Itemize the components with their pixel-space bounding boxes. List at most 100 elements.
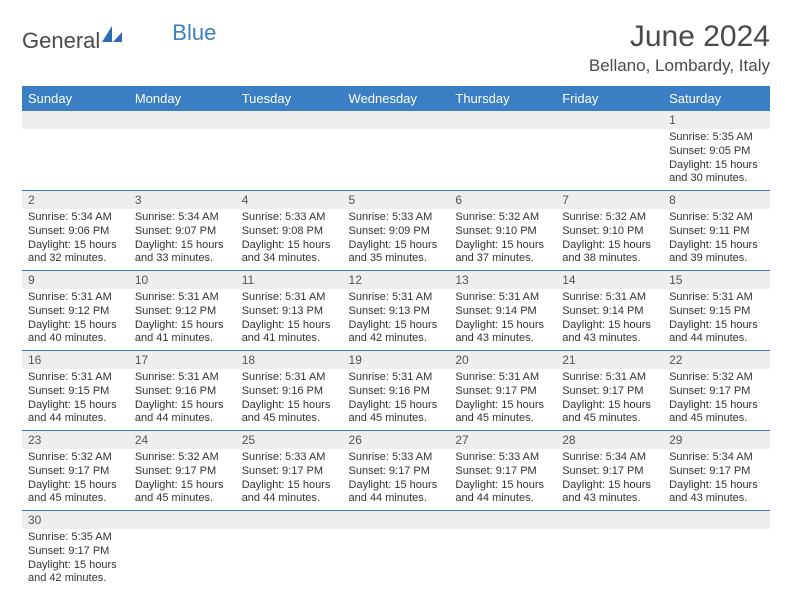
logo-text-blue: Blue — [172, 20, 216, 46]
calendar-day-cell: 1Sunrise: 5:35 AMSunset: 9:05 PMDaylight… — [663, 111, 770, 191]
day-number: 19 — [343, 351, 450, 369]
calendar-day-cell: 28Sunrise: 5:34 AMSunset: 9:17 PMDayligh… — [556, 431, 663, 511]
day-number: 8 — [663, 191, 770, 209]
day-number: 11 — [236, 271, 343, 289]
day-data: Sunrise: 5:31 AMSunset: 9:12 PMDaylight:… — [129, 289, 236, 350]
day-number — [22, 111, 129, 129]
calendar-table: SundayMondayTuesdayWednesdayThursdayFrid… — [22, 86, 770, 590]
day-data: Sunrise: 5:31 AMSunset: 9:12 PMDaylight:… — [22, 289, 129, 350]
day-number: 26 — [343, 431, 450, 449]
day-number: 23 — [22, 431, 129, 449]
day-number: 18 — [236, 351, 343, 369]
day-number: 4 — [236, 191, 343, 209]
day-data: Sunrise: 5:31 AMSunset: 9:13 PMDaylight:… — [343, 289, 450, 350]
day-data: Sunrise: 5:32 AMSunset: 9:17 PMDaylight:… — [22, 449, 129, 510]
calendar-day-cell — [556, 111, 663, 191]
day-data: Sunrise: 5:31 AMSunset: 9:14 PMDaylight:… — [449, 289, 556, 350]
calendar-day-cell — [449, 111, 556, 191]
calendar-day-cell: 20Sunrise: 5:31 AMSunset: 9:17 PMDayligh… — [449, 351, 556, 431]
day-number — [556, 111, 663, 129]
day-number — [343, 111, 450, 129]
calendar-day-cell: 30Sunrise: 5:35 AMSunset: 9:17 PMDayligh… — [22, 511, 129, 591]
calendar-day-cell: 2Sunrise: 5:34 AMSunset: 9:06 PMDaylight… — [22, 191, 129, 271]
calendar-week-row: 2Sunrise: 5:34 AMSunset: 9:06 PMDaylight… — [22, 191, 770, 271]
weekday-header: Friday — [556, 86, 663, 111]
day-data: Sunrise: 5:33 AMSunset: 9:17 PMDaylight:… — [236, 449, 343, 510]
day-number: 1 — [663, 111, 770, 129]
calendar-day-cell: 17Sunrise: 5:31 AMSunset: 9:16 PMDayligh… — [129, 351, 236, 431]
logo-text-general: General — [22, 28, 100, 54]
calendar-day-cell — [129, 511, 236, 591]
calendar-day-cell: 3Sunrise: 5:34 AMSunset: 9:07 PMDaylight… — [129, 191, 236, 271]
calendar-day-cell: 26Sunrise: 5:33 AMSunset: 9:17 PMDayligh… — [343, 431, 450, 511]
day-number — [663, 511, 770, 529]
day-number: 2 — [22, 191, 129, 209]
day-number — [449, 511, 556, 529]
calendar-day-cell: 11Sunrise: 5:31 AMSunset: 9:13 PMDayligh… — [236, 271, 343, 351]
day-data: Sunrise: 5:32 AMSunset: 9:17 PMDaylight:… — [663, 369, 770, 430]
calendar-day-cell — [236, 511, 343, 591]
calendar-day-cell: 18Sunrise: 5:31 AMSunset: 9:16 PMDayligh… — [236, 351, 343, 431]
calendar-week-row: 9Sunrise: 5:31 AMSunset: 9:12 PMDaylight… — [22, 271, 770, 351]
day-number: 29 — [663, 431, 770, 449]
day-number — [556, 511, 663, 529]
day-data: Sunrise: 5:31 AMSunset: 9:17 PMDaylight:… — [556, 369, 663, 430]
day-number — [343, 511, 450, 529]
day-number: 28 — [556, 431, 663, 449]
sail-icon — [102, 26, 124, 49]
location: Bellano, Lombardy, Italy — [589, 56, 770, 76]
calendar-day-cell: 25Sunrise: 5:33 AMSunset: 9:17 PMDayligh… — [236, 431, 343, 511]
calendar-week-row: 23Sunrise: 5:32 AMSunset: 9:17 PMDayligh… — [22, 431, 770, 511]
calendar-day-cell — [556, 511, 663, 591]
day-data: Sunrise: 5:35 AMSunset: 9:17 PMDaylight:… — [22, 529, 129, 590]
calendar-day-cell: 4Sunrise: 5:33 AMSunset: 9:08 PMDaylight… — [236, 191, 343, 271]
weekday-header-row: SundayMondayTuesdayWednesdayThursdayFrid… — [22, 86, 770, 111]
calendar-day-cell: 12Sunrise: 5:31 AMSunset: 9:13 PMDayligh… — [343, 271, 450, 351]
calendar-day-cell — [343, 511, 450, 591]
calendar-day-cell: 29Sunrise: 5:34 AMSunset: 9:17 PMDayligh… — [663, 431, 770, 511]
day-number: 7 — [556, 191, 663, 209]
day-data: Sunrise: 5:32 AMSunset: 9:17 PMDaylight:… — [129, 449, 236, 510]
calendar-day-cell: 22Sunrise: 5:32 AMSunset: 9:17 PMDayligh… — [663, 351, 770, 431]
day-number — [129, 511, 236, 529]
day-number: 15 — [663, 271, 770, 289]
calendar-week-row: 1Sunrise: 5:35 AMSunset: 9:05 PMDaylight… — [22, 111, 770, 191]
day-data: Sunrise: 5:31 AMSunset: 9:14 PMDaylight:… — [556, 289, 663, 350]
day-data: Sunrise: 5:34 AMSunset: 9:17 PMDaylight:… — [556, 449, 663, 510]
day-number: 24 — [129, 431, 236, 449]
title-block: June 2024 Bellano, Lombardy, Italy — [589, 20, 770, 76]
day-number: 3 — [129, 191, 236, 209]
day-number: 27 — [449, 431, 556, 449]
calendar-day-cell: 15Sunrise: 5:31 AMSunset: 9:15 PMDayligh… — [663, 271, 770, 351]
calendar-day-cell — [22, 111, 129, 191]
calendar-day-cell: 24Sunrise: 5:32 AMSunset: 9:17 PMDayligh… — [129, 431, 236, 511]
calendar-day-cell — [343, 111, 450, 191]
day-number: 12 — [343, 271, 450, 289]
calendar-day-cell: 27Sunrise: 5:33 AMSunset: 9:17 PMDayligh… — [449, 431, 556, 511]
day-number: 6 — [449, 191, 556, 209]
day-data: Sunrise: 5:31 AMSunset: 9:15 PMDaylight:… — [663, 289, 770, 350]
day-number: 9 — [22, 271, 129, 289]
calendar-day-cell: 8Sunrise: 5:32 AMSunset: 9:11 PMDaylight… — [663, 191, 770, 271]
day-number: 25 — [236, 431, 343, 449]
day-data: Sunrise: 5:35 AMSunset: 9:05 PMDaylight:… — [663, 129, 770, 190]
day-data: Sunrise: 5:31 AMSunset: 9:16 PMDaylight:… — [343, 369, 450, 430]
logo: General Blue — [22, 26, 216, 55]
day-data: Sunrise: 5:32 AMSunset: 9:10 PMDaylight:… — [556, 209, 663, 270]
calendar-day-cell — [449, 511, 556, 591]
day-number: 14 — [556, 271, 663, 289]
calendar-day-cell: 6Sunrise: 5:32 AMSunset: 9:10 PMDaylight… — [449, 191, 556, 271]
day-number — [449, 111, 556, 129]
day-data: Sunrise: 5:31 AMSunset: 9:13 PMDaylight:… — [236, 289, 343, 350]
day-number: 22 — [663, 351, 770, 369]
day-number — [236, 511, 343, 529]
weekday-header: Monday — [129, 86, 236, 111]
day-data: Sunrise: 5:31 AMSunset: 9:16 PMDaylight:… — [236, 369, 343, 430]
month-title: June 2024 — [589, 20, 770, 54]
calendar-day-cell — [663, 511, 770, 591]
calendar-day-cell — [236, 111, 343, 191]
weekday-header: Thursday — [449, 86, 556, 111]
calendar-day-cell: 16Sunrise: 5:31 AMSunset: 9:15 PMDayligh… — [22, 351, 129, 431]
calendar-day-cell: 23Sunrise: 5:32 AMSunset: 9:17 PMDayligh… — [22, 431, 129, 511]
calendar-week-row: 30Sunrise: 5:35 AMSunset: 9:17 PMDayligh… — [22, 511, 770, 591]
